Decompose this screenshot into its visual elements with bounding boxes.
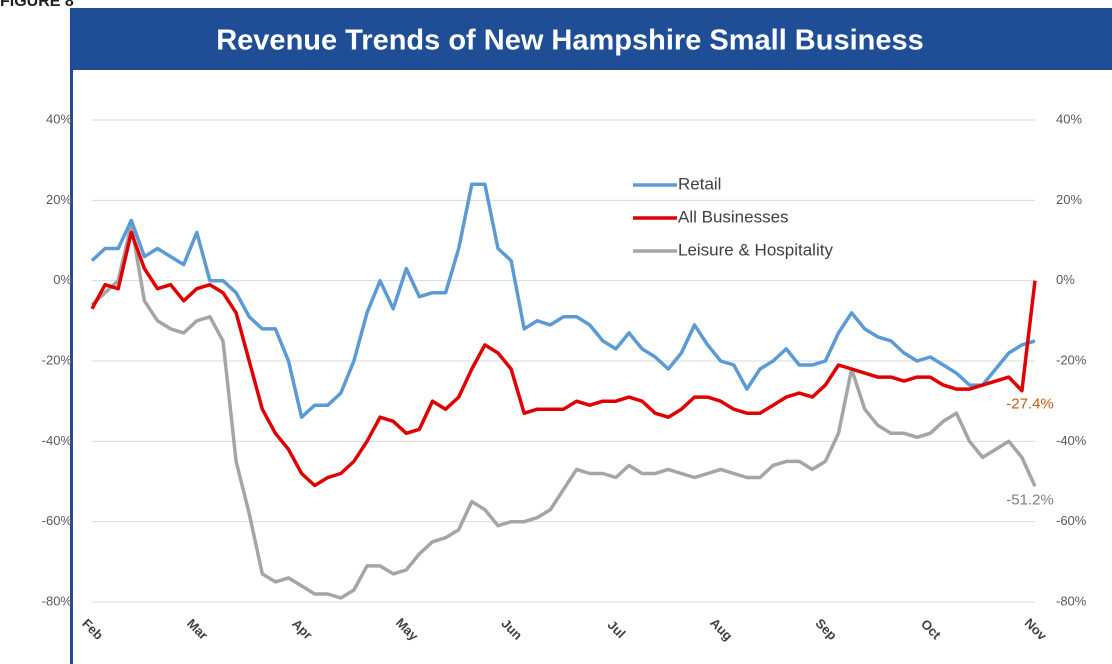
data-label: -51.2% xyxy=(1006,491,1054,508)
x-tick-label: Jun xyxy=(498,616,525,643)
y-tick-label: -80% xyxy=(42,593,73,608)
x-tick-label: Mar xyxy=(184,616,211,643)
y2-tick-label: -80% xyxy=(1056,593,1087,608)
x-tick-label: Aug xyxy=(707,615,736,644)
y2-tick-label: 40% xyxy=(1056,111,1082,126)
legend-label: Leisure & Hospitality xyxy=(678,240,833,259)
title-band xyxy=(70,8,1112,70)
y2-tick-label: -40% xyxy=(1056,433,1087,448)
x-tick-label: Nov xyxy=(1022,615,1051,644)
x-tick-label: Apr xyxy=(289,616,315,642)
figure-label: FIGURE 8 xyxy=(0,0,74,10)
series-line xyxy=(90,222,1037,600)
x-tick-label: May xyxy=(393,615,422,644)
series-line xyxy=(90,182,1036,419)
y-tick-label: -20% xyxy=(42,352,73,367)
series-line xyxy=(90,230,1037,488)
y2-tick-label: 20% xyxy=(1056,192,1082,207)
data-label: -27.4% xyxy=(1006,396,1054,413)
x-tick-label: Sep xyxy=(812,616,840,644)
y2-tick-label: -60% xyxy=(1056,513,1087,528)
chart-title: Revenue Trends of New Hampshire Small Bu… xyxy=(216,25,924,57)
legend-label: Retail xyxy=(678,174,721,193)
y-tick-label: 20% xyxy=(46,192,72,207)
y2-tick-label: 0% xyxy=(1056,272,1075,287)
x-tick-label: Oct xyxy=(918,616,944,642)
y2-tick-label: -20% xyxy=(1056,352,1087,367)
y-tick-label: 0% xyxy=(53,272,72,287)
y-tick-label: -60% xyxy=(42,513,73,528)
legend-label: All Businesses xyxy=(678,207,789,226)
y-tick-label: 40% xyxy=(46,111,72,126)
y-tick-label: -40% xyxy=(42,433,73,448)
x-tick-label: Feb xyxy=(79,616,106,643)
x-tick-label: Jul xyxy=(605,617,629,641)
